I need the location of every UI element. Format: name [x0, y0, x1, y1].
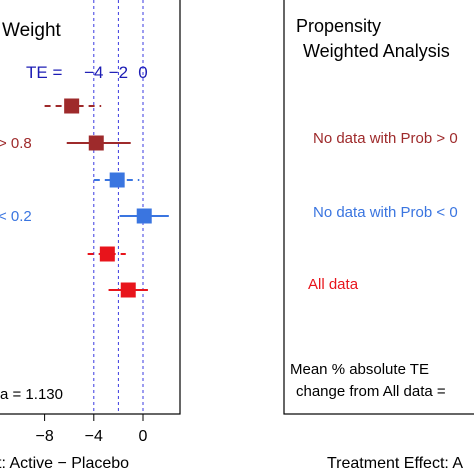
left-x-axis-label: t: Active − Placebo: [0, 455, 129, 472]
right-panel-title-line1: Propensity: [296, 16, 381, 36]
right-panel-title-line2: Weighted Analysis: [303, 41, 450, 61]
x-tick-label-1: −4: [85, 428, 103, 445]
right-panel: Propensity Weighted Analysis No data wit…: [284, 0, 474, 472]
left-panel-title: Weight: [2, 20, 62, 41]
te-label: TE =: [26, 63, 62, 82]
right-footer-line2: change from All data =: [296, 383, 446, 400]
point-estimates: [64, 99, 152, 298]
annotation-prob-high: No data with Prob > 0: [313, 130, 458, 147]
estimate-marker-row-2: [110, 173, 125, 188]
estimate-marker-row-5: [121, 283, 136, 298]
right-footer-line1: Mean % absolute TE: [290, 361, 429, 378]
annotation-prob-low: No data with Prob < 0: [313, 204, 458, 221]
estimate-marker-row-3: [137, 209, 152, 224]
estimate-marker-row-0: [64, 99, 79, 114]
row-labels: > 0.8 < 0.2: [0, 135, 32, 225]
x-tick-label-2: 0: [139, 428, 148, 445]
row-label-1: < 0.2: [0, 208, 32, 225]
x-axis: −8 −4 0: [35, 414, 147, 445]
left-panel: Weight TE = −4 −2 0 > 0.8< 0.2 a = 1.130 −…: [0, 0, 180, 472]
confidence-intervals: [45, 106, 169, 290]
row-label-0: > 0.8: [0, 135, 32, 152]
estimate-marker-row-1: [89, 136, 104, 151]
annotation-all-data: All data: [308, 276, 359, 293]
x-tick-label-0: −8: [35, 428, 53, 445]
estimate-marker-row-4: [100, 247, 115, 262]
right-x-axis-label: Treatment Effect: A: [327, 455, 463, 472]
left-footer: a = 1.130: [0, 386, 63, 403]
reference-lines: [94, 0, 143, 413]
